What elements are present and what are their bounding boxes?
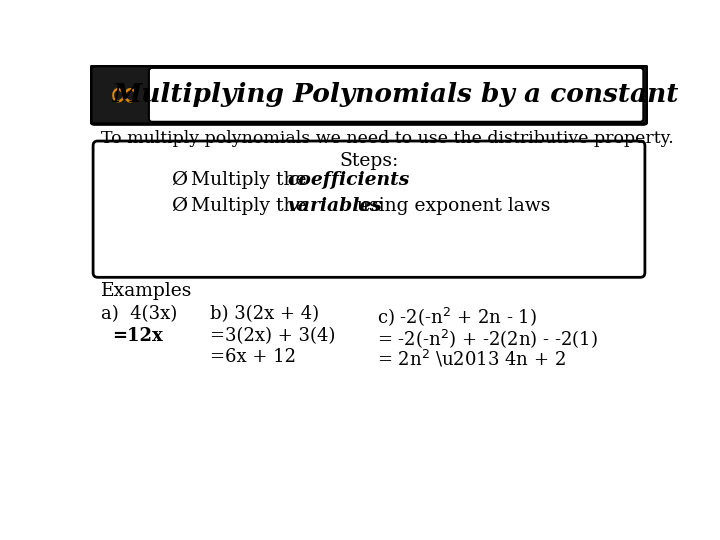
Text: $\infty$: $\infty$ [107,76,138,114]
Text: To multiply polynomials we need to use the distributive property.: To multiply polynomials we need to use t… [101,130,674,147]
Text: Multiplying Polynomials by a constant: Multiplying Polynomials by a constant [113,82,679,107]
Text: Ø: Ø [171,197,187,215]
FancyBboxPatch shape [93,141,645,278]
Text: = 2n$^2$ \u2013 4n + 2: = 2n$^2$ \u2013 4n + 2 [377,348,565,369]
Text: c) -2(-n$^2$ + 2n - 1): c) -2(-n$^2$ + 2n - 1) [377,305,536,328]
Text: using exponent laws: using exponent laws [351,197,551,215]
Text: = -2(-n$^2$) + -2(2n) - -2(1): = -2(-n$^2$) + -2(2n) - -2(1) [377,327,598,349]
Text: variables: variables [287,197,382,215]
Text: Multiply the: Multiply the [191,171,312,189]
Text: =6x + 12: =6x + 12 [210,348,296,366]
FancyBboxPatch shape [149,68,644,122]
Text: a)  4(3x): a) 4(3x) [101,305,177,323]
Text: Steps:: Steps: [339,152,399,170]
Text: Examples: Examples [101,282,192,300]
Text: =3(2x) + 3(4): =3(2x) + 3(4) [210,327,336,345]
FancyBboxPatch shape [91,65,647,124]
Text: Multiply the: Multiply the [191,197,312,215]
Text: b) 3(2x + 4): b) 3(2x + 4) [210,305,319,323]
Text: =12x: =12x [112,327,163,345]
Text: Ø: Ø [171,171,187,189]
Text: coefficients: coefficients [287,171,410,189]
